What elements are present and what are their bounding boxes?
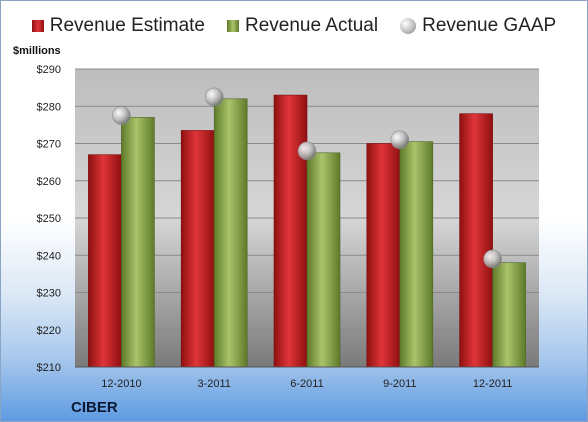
bar-revenue-estimate — [459, 113, 493, 368]
bar-revenue-actual — [306, 152, 341, 368]
y-tick-label: $220 — [37, 325, 61, 337]
legend-label-gaap: Revenue GAAP — [422, 15, 557, 36]
legend-label-actual: Revenue Actual — [245, 15, 379, 36]
y-tick-label: $250 — [37, 213, 61, 225]
x-tick-label: 9-2011 — [383, 378, 416, 390]
y-tick-label: $240 — [37, 250, 61, 262]
y-tick-label: $230 — [37, 288, 61, 300]
legend-swatch-gaap — [400, 18, 417, 34]
y-tick-label: $280 — [37, 101, 61, 113]
y-tick-label: $260 — [37, 176, 61, 188]
point-revenue-gaap — [297, 141, 317, 161]
x-tick-label: 3-2011 — [197, 378, 230, 390]
x-tick-label: 12-2010 — [101, 378, 141, 390]
x-tick-label: 12-2011 — [473, 378, 513, 390]
bar-revenue-estimate — [88, 154, 122, 368]
point-revenue-gaap — [112, 106, 131, 125]
legend-swatch-actual — [227, 20, 239, 32]
x-tick-label: 6-2011 — [290, 378, 323, 390]
bar-revenue-actual — [121, 117, 155, 368]
legend-swatch-estimate — [31, 20, 44, 32]
bar-revenue-actual — [399, 141, 434, 368]
legend-item-actual: Revenue Actual — [227, 15, 378, 37]
bars — [88, 94, 526, 368]
bar-revenue-estimate — [180, 130, 215, 368]
y-axis-ticks: $290 $280 $270 $260 $250 $240 $230 $220 $210 — [37, 64, 61, 374]
point-revenue-gaap — [390, 130, 410, 150]
gaap-points — [112, 87, 502, 269]
y-tick-label: $290 — [37, 64, 61, 76]
point-revenue-gaap — [204, 87, 224, 107]
y-tick-label: $210 — [37, 362, 61, 374]
bar-revenue-estimate — [366, 143, 401, 368]
legend-item-gaap: Revenue GAAP — [400, 15, 556, 37]
y-tick-label: $270 — [37, 139, 61, 151]
legend-label-estimate: Revenue Estimate — [49, 15, 205, 36]
legend-item-estimate: Revenue Estimate — [31, 15, 205, 37]
bar-revenue-actual — [213, 98, 248, 368]
company-name: CIBER — [71, 399, 118, 416]
legend: Revenue Estimate Revenue Actual Revenue … — [1, 15, 587, 37]
point-revenue-gaap — [483, 249, 502, 269]
bar-revenue-estimate — [273, 94, 308, 368]
bar-revenue-actual — [492, 262, 526, 368]
x-axis-ticks: 12-2010 3-2011 6-2011 9-2011 12-2011 — [101, 378, 512, 390]
y-axis-unit-label: $millions — [13, 45, 61, 57]
